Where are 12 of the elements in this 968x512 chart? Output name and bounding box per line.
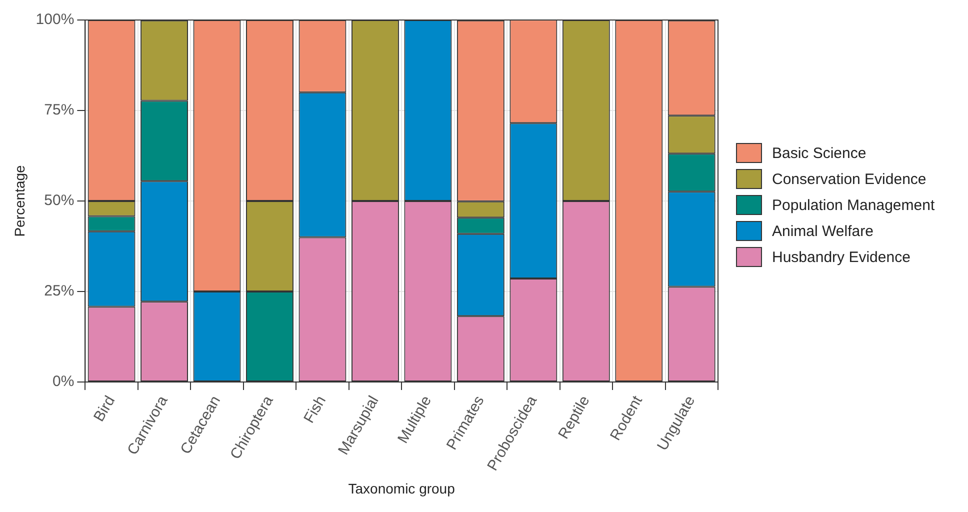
- legend-label: Animal Welfare: [772, 222, 874, 240]
- y-axis-title: Percentage: [11, 164, 28, 237]
- y-tick-label: 0%: [52, 373, 74, 390]
- legend-label: Husbandry Evidence: [772, 248, 910, 266]
- y-tick-label: 100%: [36, 11, 74, 28]
- x-axis-title: Taxonomic group: [348, 480, 456, 496]
- y-tick-label: 75%: [44, 102, 74, 119]
- legend-label: Population Management: [772, 196, 935, 214]
- legend-label: Conservation Evidence: [772, 170, 926, 188]
- text: Basic Science: [772, 144, 866, 162]
- y-tick-label: 50%: [44, 192, 74, 210]
- y-tick-label: 25%: [44, 282, 74, 300]
